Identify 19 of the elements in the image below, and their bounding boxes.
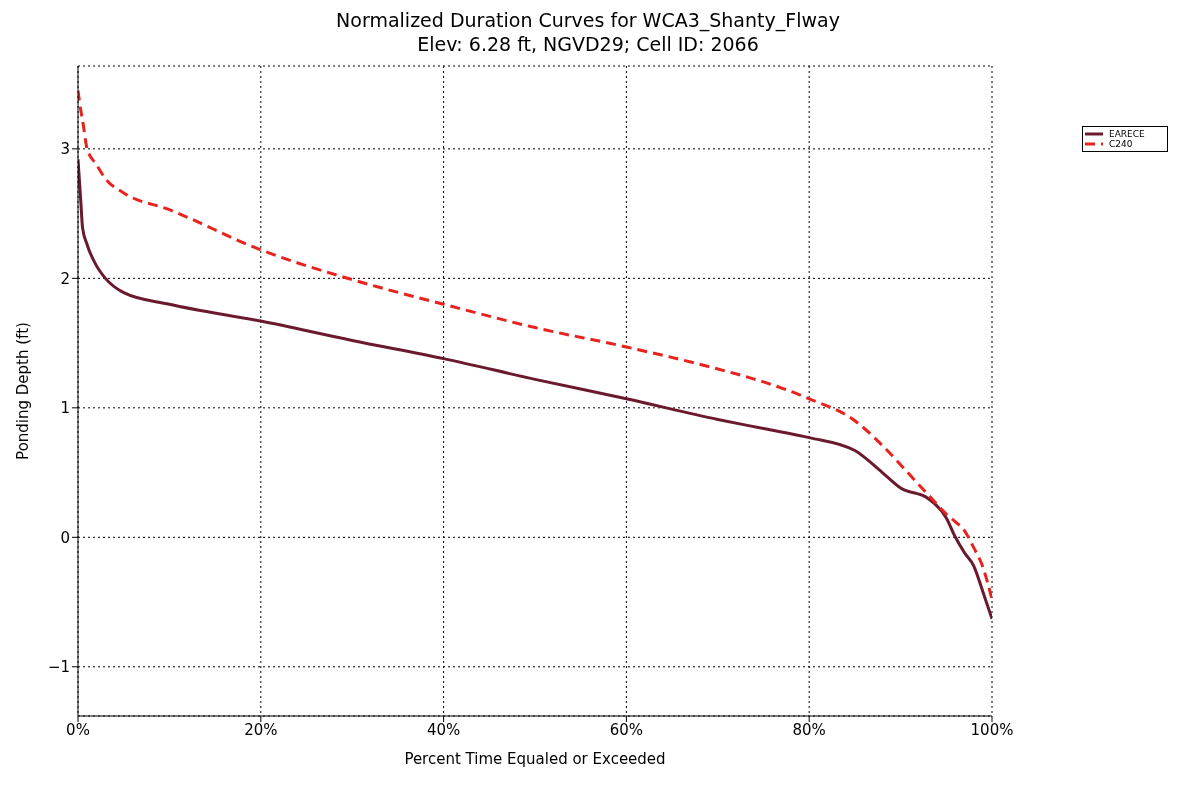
- y-tick-label: 0: [60, 528, 70, 547]
- y-tick-label: −1: [47, 658, 70, 677]
- chart-title: Normalized Duration Curves for WCA3_Shanty_Flway: [335, 8, 841, 32]
- x-tick-label: 20%: [244, 720, 278, 739]
- y-tick-label: 1: [60, 399, 70, 418]
- chart-subtitle: Elev: 6.28 ft, NGVD29; Cell ID: 2066: [416, 32, 760, 56]
- x-tick-label: 80%: [792, 720, 826, 739]
- x-tick-label: 100%: [970, 720, 1014, 739]
- line-series: [78, 89, 992, 601]
- y-axis-title: Ponding Depth (ft): [14, 322, 33, 460]
- legend-label: C240: [1109, 139, 1133, 149]
- x-tick-label: 0%: [66, 720, 90, 739]
- x-tick-label: 40%: [426, 720, 461, 739]
- line-series: [78, 157, 992, 621]
- x-tick-label: 60%: [609, 720, 644, 739]
- x-axis-title: Percent Time Equaled or Exceeded: [404, 750, 666, 768]
- y-tick-label: 3: [60, 140, 70, 159]
- y-tick-label: 2: [60, 269, 70, 288]
- legend-label: EARECE: [1109, 129, 1145, 139]
